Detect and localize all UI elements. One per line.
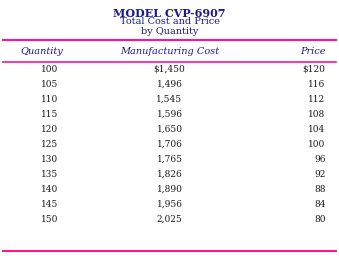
Text: 120: 120 [41, 125, 58, 134]
Text: Quantity: Quantity [20, 47, 63, 56]
Text: 110: 110 [41, 95, 58, 104]
Text: 1,890: 1,890 [157, 185, 182, 194]
Text: 140: 140 [41, 185, 58, 194]
Text: 135: 135 [41, 170, 58, 179]
Text: 1,545: 1,545 [156, 95, 183, 104]
Text: Total Cost and Price: Total Cost and Price [120, 17, 219, 26]
Text: 105: 105 [41, 80, 58, 89]
Text: 1,706: 1,706 [157, 140, 182, 149]
Text: 80: 80 [314, 215, 325, 224]
Text: 116: 116 [308, 80, 325, 89]
Text: 1,496: 1,496 [157, 80, 182, 89]
Text: $1,450: $1,450 [154, 65, 185, 74]
Text: MODEL CVP-6907: MODEL CVP-6907 [113, 8, 226, 19]
Text: 100: 100 [41, 65, 58, 74]
Text: 2,025: 2,025 [157, 215, 182, 224]
Text: $120: $120 [303, 65, 325, 74]
Text: Price: Price [300, 47, 325, 56]
Text: 150: 150 [41, 215, 58, 224]
Text: 96: 96 [314, 155, 325, 164]
Text: 100: 100 [308, 140, 325, 149]
Text: 1,650: 1,650 [157, 125, 182, 134]
Text: 115: 115 [41, 110, 58, 119]
Text: by Quantity: by Quantity [141, 27, 198, 36]
Text: 1,596: 1,596 [157, 110, 182, 119]
Text: 130: 130 [41, 155, 58, 164]
Text: 1,765: 1,765 [157, 155, 182, 164]
Text: 145: 145 [41, 200, 58, 209]
Text: 108: 108 [308, 110, 325, 119]
Text: 84: 84 [314, 200, 325, 209]
Text: 1,826: 1,826 [157, 170, 182, 179]
Text: 1,956: 1,956 [157, 200, 182, 209]
Text: 104: 104 [308, 125, 325, 134]
Text: 125: 125 [41, 140, 58, 149]
Text: Manufacturing Cost: Manufacturing Cost [120, 47, 219, 56]
Text: 92: 92 [314, 170, 325, 179]
Text: 88: 88 [314, 185, 325, 194]
Text: 112: 112 [308, 95, 325, 104]
